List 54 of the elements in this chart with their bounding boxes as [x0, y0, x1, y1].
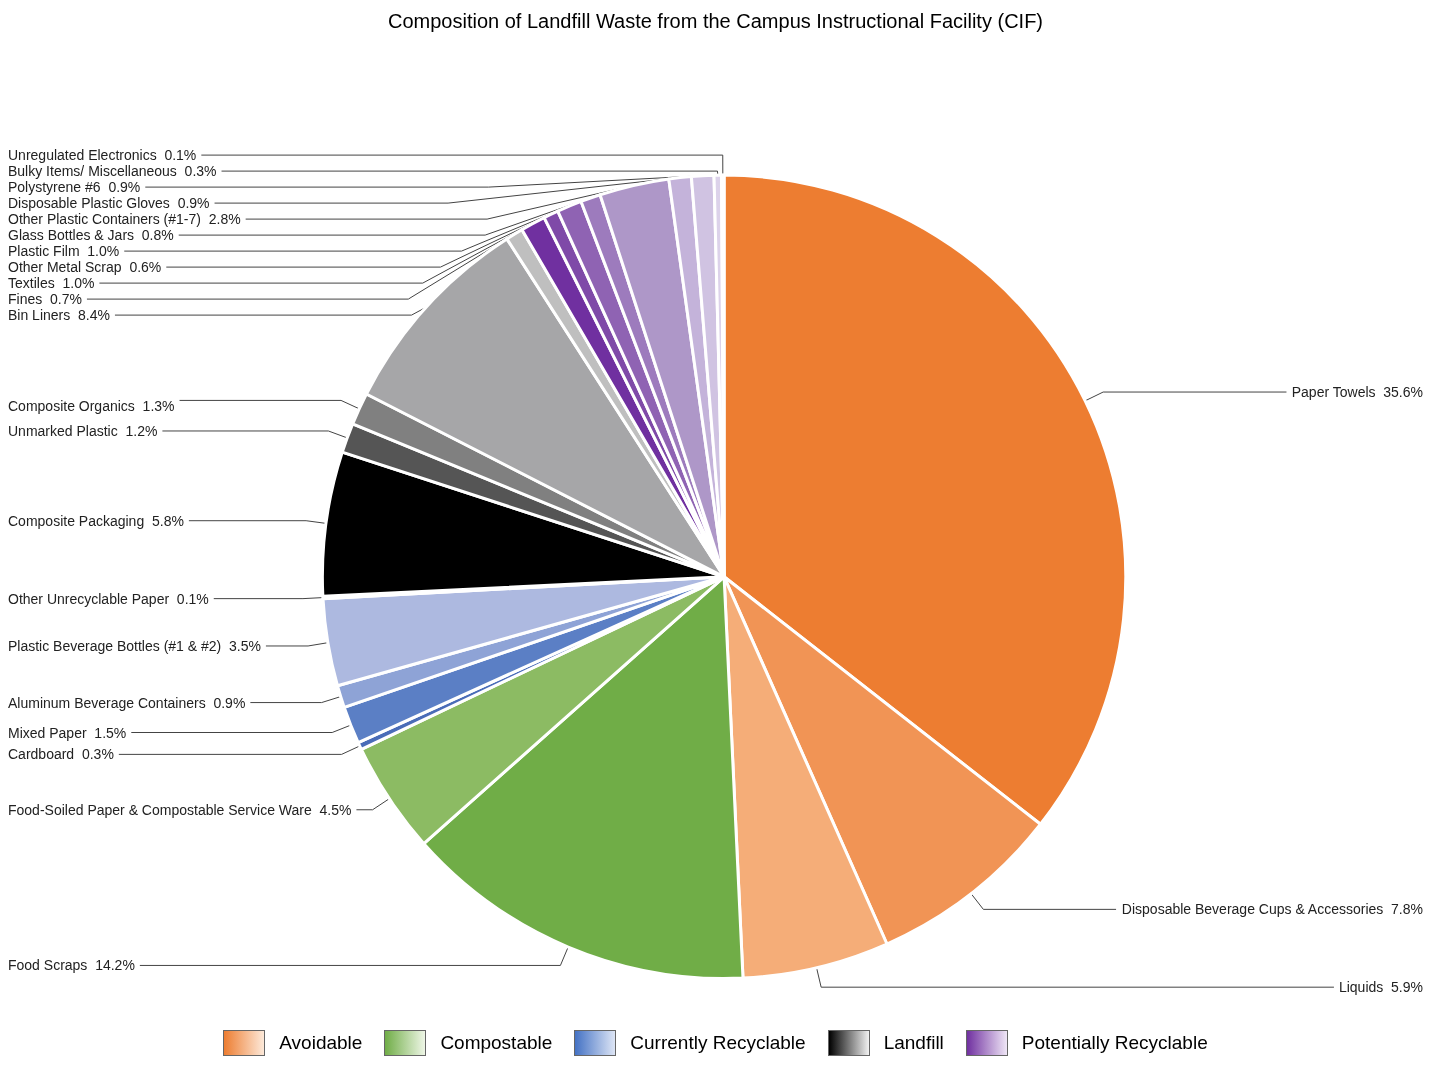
- slice-label: Unmarked Plastic: [8, 422, 118, 439]
- slice-label: Liquids: [1338, 979, 1384, 996]
- data-label: 0.9%: [177, 195, 210, 212]
- data-label: 0.9%: [213, 694, 246, 711]
- slice-label: Glass Bottles & Jars: [8, 227, 135, 244]
- data-label: 35.6%: [1383, 384, 1423, 401]
- slice-label: Bin Liners: [8, 307, 71, 324]
- text: Landfill: [883, 1032, 944, 1054]
- data-label: 0.1%: [176, 590, 209, 607]
- slice-label: Textiles: [8, 275, 55, 292]
- slice-label: Disposable Beverage Cups & Accessories: [1121, 901, 1384, 918]
- text: Avoidable: [279, 1032, 363, 1054]
- data-label: 7.8%: [1391, 901, 1423, 918]
- text: Potentially Recyclable: [1021, 1032, 1208, 1054]
- text: Compostable: [440, 1032, 553, 1054]
- slice-label: Composite Organics: [8, 398, 135, 415]
- data-label: 0.3%: [184, 163, 217, 180]
- chart-title: Composition of Landfill Waste from the Campus Instructional Facility (CIF): [387, 10, 1044, 32]
- data-label: 8.4%: [78, 307, 110, 324]
- data-label: 5.8%: [151, 512, 184, 529]
- data-label: 4.5%: [319, 801, 352, 818]
- data-label: 1.5%: [94, 724, 127, 741]
- data-label: 1.0%: [87, 243, 120, 260]
- data-label: 0.8%: [141, 227, 174, 244]
- slice-label: Aluminum Beverage Containers: [8, 694, 206, 711]
- slice-label: Other Plastic Containers (#1-7): [8, 211, 201, 228]
- slice-label: Disposable Plastic Gloves: [8, 195, 170, 212]
- slice-label: Unregulated Electronics: [8, 147, 157, 164]
- slice-label: Fines: [8, 291, 43, 308]
- data-label: 0.7%: [50, 291, 82, 308]
- slice-label: Composite Packaging: [8, 512, 145, 529]
- slice-label: Plastic Film: [8, 243, 80, 260]
- data-label: 1.0%: [62, 275, 95, 292]
- text: Currently Recyclable: [630, 1032, 806, 1054]
- data-label: 2.8%: [208, 211, 241, 228]
- data-label: 3.5%: [229, 637, 261, 654]
- slice-label: Cardboard: [8, 746, 75, 763]
- data-label: 14.2%: [95, 957, 135, 974]
- data-label: 5.9%: [1391, 979, 1423, 996]
- data-label: 1.3%: [142, 398, 175, 415]
- data-label: 0.9%: [108, 179, 141, 196]
- slice-label: Other Metal Scrap: [8, 259, 122, 276]
- data-label: 0.1%: [164, 147, 197, 164]
- data-label: 0.6%: [129, 259, 162, 276]
- slice-label: Mixed Paper: [8, 724, 87, 741]
- data-label: 0.3%: [81, 746, 114, 763]
- slice-label: Other Unrecyclable Paper: [8, 590, 170, 607]
- slice-label: Polystyrene #6: [8, 179, 101, 196]
- slice-label: Paper Towels: [1291, 384, 1376, 401]
- slice-label: Plastic Beverage Bottles (#1 & #2): [8, 637, 222, 654]
- data-label: 1.2%: [125, 422, 158, 439]
- slice-label: Bulky Items/ Miscellaneous: [8, 163, 177, 180]
- slice-label: Food-Soiled Paper & Compostable Service Ware: [8, 801, 312, 818]
- slice-label: Food Scraps: [8, 957, 88, 974]
